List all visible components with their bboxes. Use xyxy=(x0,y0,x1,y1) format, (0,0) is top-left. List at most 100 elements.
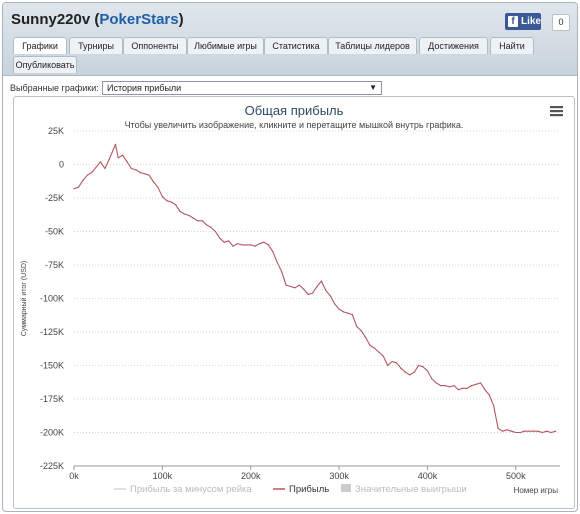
tab-2[interactable]: Оппоненты xyxy=(123,37,187,54)
tab-3[interactable]: Любимые игры xyxy=(187,37,264,54)
legend-item-profit[interactable]: Прибыль xyxy=(289,484,329,495)
data-point xyxy=(501,430,504,432)
hamburger-menu-icon[interactable] xyxy=(550,106,563,117)
legend-item-big-wins[interactable]: Значительные выигрыши xyxy=(355,484,467,495)
data-point xyxy=(391,360,393,363)
x-tick-label: 200k xyxy=(241,471,261,481)
chart-selector-dropdown[interactable]: История прибыли ▼ xyxy=(102,81,382,95)
data-point xyxy=(161,196,163,198)
like-count: 0 xyxy=(552,14,570,31)
data-point xyxy=(285,284,287,286)
data-point xyxy=(546,430,548,432)
data-point xyxy=(475,383,477,385)
site-link[interactable]: PokerStars xyxy=(99,11,179,28)
data-point xyxy=(484,389,486,391)
tab-4[interactable]: Статистика xyxy=(264,37,328,54)
legend-item-rake[interactable]: Прибыль за минусом рейка xyxy=(130,484,252,495)
like-label: Like xyxy=(520,16,541,27)
data-point xyxy=(400,367,402,369)
data-point xyxy=(241,244,243,246)
data-point xyxy=(506,429,508,431)
tab-7[interactable]: Найти xyxy=(490,37,534,54)
y-tick-label: -100K xyxy=(40,294,64,304)
data-point xyxy=(320,280,323,282)
profit-chart[interactable]: Общая прибыль Чтобы увеличить изображение… xyxy=(14,97,574,508)
y-tick-label: -225K xyxy=(40,461,64,471)
data-point xyxy=(387,364,389,367)
data-point xyxy=(201,220,203,222)
data-point xyxy=(510,430,512,432)
data-point xyxy=(281,271,283,273)
data-point xyxy=(114,143,117,145)
series-line-profit xyxy=(73,143,556,434)
x-tick-label: 300k xyxy=(329,471,349,481)
data-point xyxy=(86,174,88,176)
data-point xyxy=(515,431,517,434)
data-point xyxy=(431,378,433,380)
data-point xyxy=(258,242,261,245)
data-point xyxy=(369,344,371,346)
facebook-like-button[interactable]: f Like xyxy=(505,13,541,30)
data-point xyxy=(479,382,482,384)
tab-6[interactable]: Достижения xyxy=(419,37,488,54)
data-point xyxy=(338,308,340,310)
data-point xyxy=(307,293,309,296)
data-point xyxy=(236,242,239,245)
data-point xyxy=(519,431,521,434)
data-point xyxy=(444,385,446,387)
data-point xyxy=(413,371,415,373)
data-point xyxy=(532,430,535,432)
data-point xyxy=(73,188,75,190)
data-point xyxy=(303,288,305,290)
player-name: Sunny220v xyxy=(11,11,91,28)
data-point xyxy=(144,173,146,175)
triangle-down-icon: ▼ xyxy=(369,83,377,92)
tab-8[interactable]: Опубликовать xyxy=(13,56,77,73)
data-point xyxy=(294,287,296,289)
data-point xyxy=(311,292,314,294)
legend-swatch-big-wins[interactable] xyxy=(341,484,351,492)
tab-5[interactable]: Таблицы лидеров xyxy=(328,37,417,54)
page-title: Sunny220v (PokerStars) xyxy=(11,11,184,28)
data-point xyxy=(378,351,380,353)
data-point xyxy=(365,336,367,338)
data-point xyxy=(130,167,133,170)
header-bar: Sunny220v (PokerStars) f Like 0 Графики Т… xyxy=(3,3,577,76)
chart-container[interactable]: Общая прибыль Чтобы увеличить изображение… xyxy=(13,96,575,509)
data-point xyxy=(422,366,424,368)
chart-title: Общая прибыль xyxy=(245,103,344,118)
data-point xyxy=(170,201,172,203)
y-tick-label: -175K xyxy=(40,394,64,404)
x-tick-label: 0k xyxy=(69,471,79,481)
data-point xyxy=(360,330,362,332)
y-tick-label: 25K xyxy=(48,126,64,136)
data-point xyxy=(524,430,526,432)
tab-1[interactable]: Турниры xyxy=(69,37,123,54)
data-point xyxy=(276,261,278,263)
tab-0[interactable]: Графики xyxy=(13,37,67,54)
data-point xyxy=(192,217,194,219)
y-tick-label: -25K xyxy=(45,193,64,203)
data-point xyxy=(113,147,115,150)
data-point xyxy=(373,347,376,349)
data-point xyxy=(493,405,495,407)
data-point xyxy=(219,237,221,239)
data-point xyxy=(250,244,252,246)
data-point xyxy=(471,385,473,387)
data-point xyxy=(108,158,110,160)
data-point xyxy=(382,355,384,357)
data-point xyxy=(351,313,353,316)
data-point xyxy=(91,171,93,174)
y-tick-label: -150K xyxy=(40,361,64,371)
data-point xyxy=(210,226,212,229)
data-point xyxy=(205,224,208,226)
x-tick-label: 400k xyxy=(418,471,438,481)
chart-subtitle: Чтобы увеличить изображение, кликните и … xyxy=(125,120,464,130)
data-point xyxy=(157,186,159,188)
data-point xyxy=(497,427,499,430)
data-point xyxy=(99,161,102,163)
data-point xyxy=(179,210,181,212)
data-point xyxy=(329,295,331,297)
data-point xyxy=(166,200,168,202)
